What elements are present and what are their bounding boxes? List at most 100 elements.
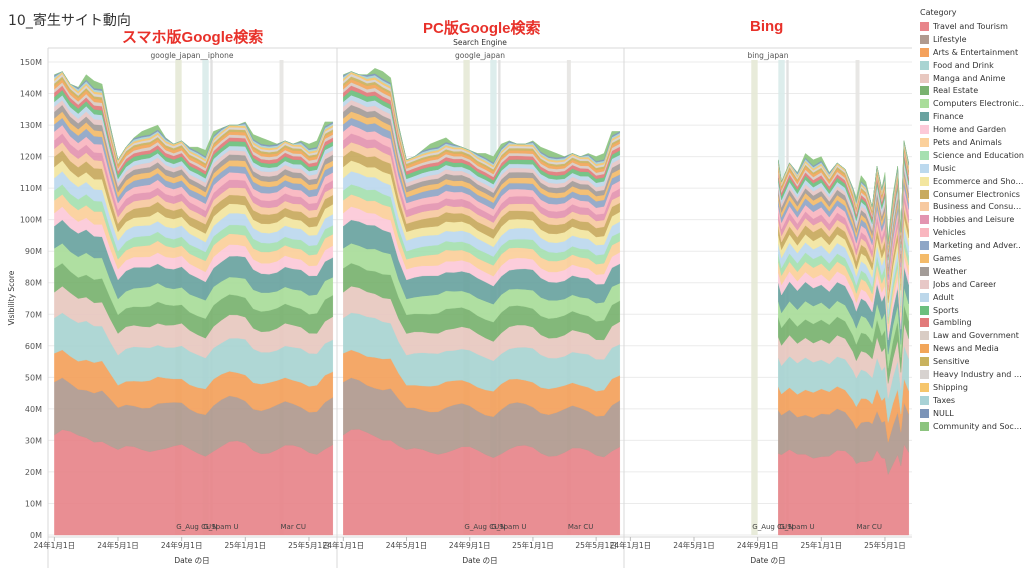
- legend-item[interactable]: Weather: [920, 265, 1024, 278]
- legend-item[interactable]: Real Estate: [920, 84, 1024, 97]
- legend-swatch: [920, 99, 929, 109]
- legend-swatch: [920, 176, 929, 186]
- legend-swatch: [920, 34, 929, 44]
- x-tick-label: 24年1月1日: [610, 540, 652, 550]
- legend-label: NULL: [933, 408, 954, 418]
- legend-item[interactable]: Games: [920, 252, 1024, 265]
- legend-label: Travel and Tourism: [933, 21, 1008, 31]
- legend-item[interactable]: Arts & Entertainment: [920, 46, 1024, 59]
- legend-swatch: [920, 318, 929, 328]
- legend-swatch: [920, 189, 929, 199]
- area-series: [778, 140, 909, 244]
- x-tick-label: 24年9月1日: [449, 540, 491, 550]
- legend-label: Consumer Electronics: [933, 189, 1020, 199]
- legend-item[interactable]: Computers Electronic..: [920, 97, 1024, 110]
- legend-swatch: [920, 253, 929, 263]
- legend-label: Marketing and Adver..: [933, 241, 1021, 251]
- legend-title: Category: [920, 8, 957, 17]
- legend-label: Business and Consum..: [933, 202, 1024, 212]
- legend-item[interactable]: News and Media: [920, 342, 1024, 355]
- legend-item[interactable]: Consumer Electronics: [920, 188, 1024, 201]
- legend-item[interactable]: Ecommerce and Shop..: [920, 175, 1024, 188]
- legend-swatch: [920, 228, 929, 238]
- legend-label: Computers Electronic..: [933, 99, 1024, 109]
- legend-swatch: [920, 344, 929, 354]
- legend-swatch: [920, 163, 929, 173]
- legend-item[interactable]: Heavy Industry and E..: [920, 368, 1024, 381]
- legend-item[interactable]: Sensitive: [920, 355, 1024, 368]
- legend-item[interactable]: Adult: [920, 291, 1024, 304]
- event-band-label: Spam U: [211, 523, 238, 531]
- annotation-smartphone-google: スマホ版Google検索: [122, 29, 264, 46]
- legend-item[interactable]: Food and Drink: [920, 59, 1024, 72]
- legend-item[interactable]: Hobbies and Leisure: [920, 213, 1024, 226]
- legend-label: Ecommerce and Shop..: [933, 176, 1024, 186]
- legend-swatch: [920, 215, 929, 225]
- legend: Category Travel and Tourism Lifestyle Arts…: [920, 8, 1024, 433]
- x-tick-label: 24年5月1日: [673, 540, 715, 550]
- legend-swatch: [920, 357, 929, 367]
- legend-item[interactable]: Gambling: [920, 316, 1024, 329]
- legend-label: Heavy Industry and E..: [933, 369, 1024, 379]
- panel-header: Search Engine: [453, 38, 507, 47]
- legend-item[interactable]: Science and Education: [920, 149, 1024, 162]
- legend-item[interactable]: Vehicles: [920, 226, 1024, 239]
- legend-swatch: [920, 266, 929, 276]
- legend-item[interactable]: Pets and Animals: [920, 136, 1024, 149]
- x-axis-label: Date の日: [462, 556, 497, 565]
- y-tick-label: 120M: [20, 153, 42, 162]
- event-band-label: G_Aug CU: [176, 523, 211, 531]
- legend-label: Adult: [933, 292, 954, 302]
- legend-label: Real Estate: [933, 86, 979, 96]
- legend-item[interactable]: Music: [920, 162, 1024, 175]
- page-title: 10_寄生サイト動向: [8, 13, 131, 29]
- legend-item[interactable]: Sports: [920, 304, 1024, 317]
- y-tick-label: 50M: [25, 373, 42, 382]
- y-tick-label: 20M: [25, 468, 42, 477]
- legend-label: Vehicles: [933, 228, 966, 238]
- legend-label: Finance: [933, 112, 964, 122]
- legend-label: Shipping: [933, 382, 968, 392]
- legend-label: Hobbies and Leisure: [933, 215, 1015, 225]
- event-band-label: Mar CU: [281, 523, 306, 531]
- legend-swatch: [920, 241, 929, 251]
- area-series: [54, 71, 333, 161]
- x-axis-label: Date の日: [174, 556, 209, 565]
- legend-item[interactable]: Travel and Tourism: [920, 20, 1024, 33]
- area-series: [343, 68, 620, 163]
- legend-item[interactable]: Law and Government: [920, 329, 1024, 342]
- legend-item[interactable]: Business and Consum..: [920, 200, 1024, 213]
- legend-label: Food and Drink: [933, 60, 994, 70]
- legend-swatch: [920, 421, 929, 431]
- legend-item[interactable]: Shipping: [920, 381, 1024, 394]
- legend-item[interactable]: Manga and Anime: [920, 72, 1024, 85]
- legend-label: Sensitive: [933, 357, 970, 367]
- legend-item[interactable]: Taxes: [920, 394, 1024, 407]
- legend-swatch: [920, 369, 929, 379]
- legend-item[interactable]: Finance: [920, 110, 1024, 123]
- y-tick-label: 140M: [20, 90, 42, 99]
- y-tick-label: 60M: [25, 342, 42, 351]
- legend-swatch: [920, 86, 929, 96]
- legend-swatch: [920, 73, 929, 83]
- event-band: [751, 60, 758, 535]
- legend-items: Travel and Tourism Lifestyle Arts & Entert…: [920, 20, 1024, 433]
- event-band-label: G_Aug CU: [752, 523, 787, 531]
- legend-item[interactable]: NULL: [920, 407, 1024, 420]
- legend-item[interactable]: Lifestyle: [920, 33, 1024, 46]
- legend-label: Games: [933, 253, 961, 263]
- annotation-pc-google: PC版Google検索: [423, 20, 541, 37]
- y-tick-label: 130M: [20, 121, 42, 130]
- y-tick-label: 80M: [25, 279, 42, 288]
- legend-label: Home and Garden: [933, 125, 1007, 135]
- legend-item[interactable]: Home and Garden: [920, 123, 1024, 136]
- legend-item[interactable]: Jobs and Career: [920, 278, 1024, 291]
- x-tick-label: 24年9月1日: [161, 540, 203, 550]
- y-tick-label: 70M: [25, 310, 42, 319]
- legend-item[interactable]: Community and Socie..: [920, 420, 1024, 433]
- legend-swatch: [920, 331, 929, 341]
- legend-item[interactable]: Marketing and Adver..: [920, 239, 1024, 252]
- x-tick-label: 25年5月1日: [864, 540, 906, 550]
